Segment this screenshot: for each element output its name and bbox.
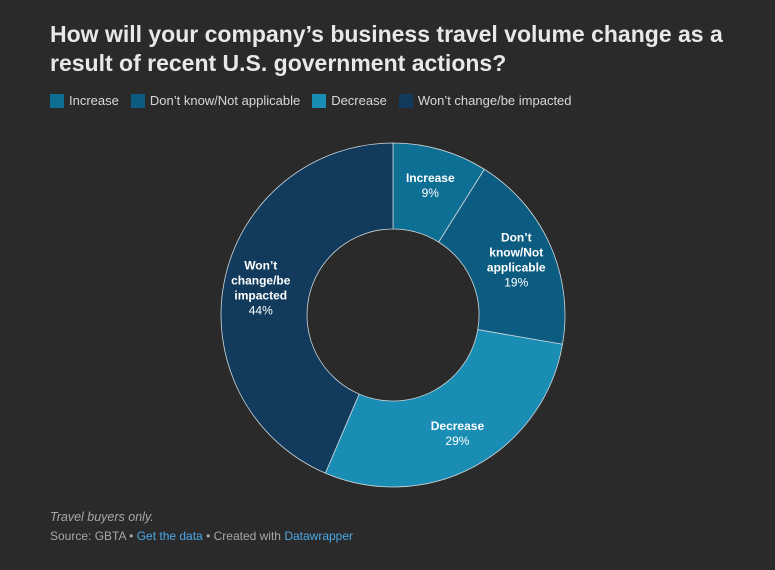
legend-item-1: Don’t know/Not applicable (130, 93, 301, 108)
separator-1: • (125, 529, 137, 543)
slice-label-line: Decrease (431, 419, 485, 433)
footer: Travel buyers only. Source: GBTA • Get t… (50, 510, 353, 543)
legend-swatch (50, 93, 64, 108)
get-data-link[interactable]: Get the data (136, 529, 203, 543)
legend: Increase Don’t know/Not applicable Decreas… (50, 93, 572, 108)
slice-label-line: applicable (487, 260, 546, 274)
slice-label-line: Increase (406, 171, 455, 185)
source-text: Source: GBTA (50, 529, 126, 543)
legend-label: Don’t know/Not applicable (149, 93, 301, 108)
legend-label: Increase (69, 93, 119, 108)
slice-2 (324, 329, 563, 488)
legend-swatch (130, 93, 145, 108)
slice-label-line: Don’t (501, 230, 532, 244)
legend-item-3: Won’t change/be impacted (398, 93, 572, 108)
slice-label-line: impacted (234, 288, 287, 302)
legend-item-0: Increase (50, 93, 119, 108)
slice-label-line: Won’t (244, 258, 277, 272)
legend-swatch (398, 93, 413, 108)
legend-item-2: Decrease (312, 93, 387, 108)
separator-2: • (202, 529, 214, 543)
slice-value-label: 44% (249, 303, 273, 317)
legend-label: Decrease (331, 93, 387, 108)
slice-value-label: 19% (504, 275, 528, 289)
chart-note: Travel buyers only. (50, 510, 154, 524)
slice-value-label: 29% (445, 434, 469, 448)
created-with-text: Created with (213, 529, 281, 543)
slice-3 (220, 142, 394, 474)
chart-title: How will your company’s business travel … (50, 21, 723, 76)
legend-label: Won’t change/be impacted (417, 93, 572, 108)
slice-value-label: 9% (422, 186, 440, 200)
slice-label-line: change/be (231, 273, 291, 287)
source-line: Source: GBTA • Get the data • Created wi… (50, 529, 353, 543)
slice-0 (392, 142, 485, 243)
slice-label-line: know/Not (489, 245, 543, 259)
slice-1 (438, 168, 566, 345)
datawrapper-link[interactable]: Datawrapper (284, 529, 354, 543)
legend-swatch (312, 93, 327, 108)
